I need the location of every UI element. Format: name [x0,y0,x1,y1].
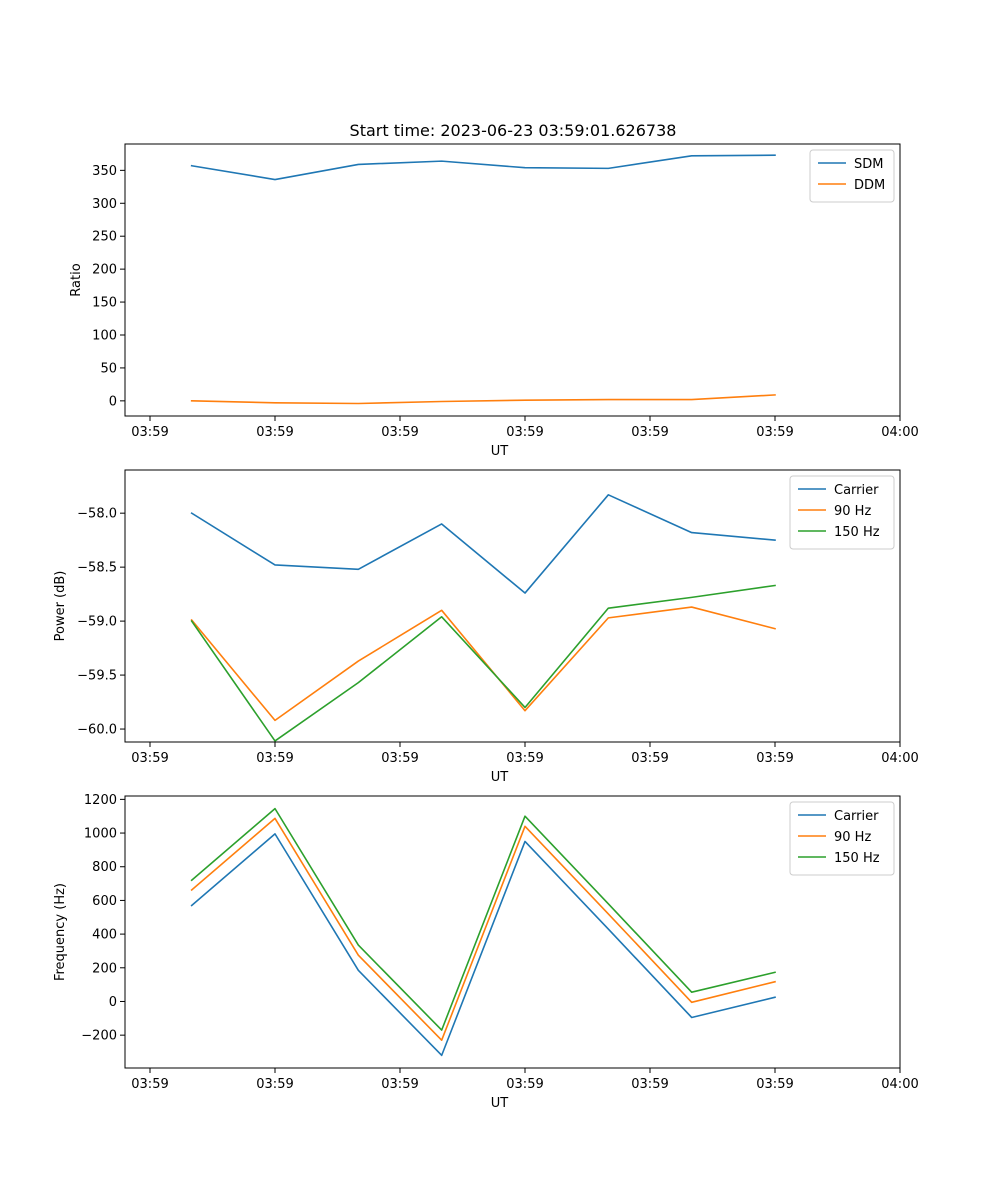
x-tick-label: 04:00 [881,1077,918,1092]
y-axis-label: Power (dB) [53,571,68,642]
series-line-1-2 [190,394,776,405]
y-tick-label: −59.0 [77,615,117,630]
y-tick-label: 50 [100,361,117,376]
legend-label: 90 Hz [834,504,871,519]
axes-frame [124,143,901,417]
y-tick-label: 1200 [84,793,117,808]
x-tick-label: 03:59 [506,751,543,766]
legend-label: 150 Hz [834,851,880,866]
legend-label: DDM [854,178,885,193]
x-tick-label: 03:59 [381,1077,418,1092]
legend-label: 150 Hz [834,525,880,540]
y-tick-label: 0 [109,995,117,1010]
x-tick-label: 03:59 [756,1077,793,1092]
y-tick-label: 250 [92,230,117,245]
x-tick-label: 03:59 [131,1077,168,1092]
x-tick-label: 04:00 [881,425,918,440]
y-tick-label: 150 [92,296,117,311]
y-tick-label: 800 [92,860,117,875]
x-tick-label: 03:59 [256,751,293,766]
x-tick-label: 03:59 [131,751,168,766]
x-tick-label: 03:59 [381,751,418,766]
x-tick-label: 03:59 [756,425,793,440]
subplot-2: 03:59 03:59 03:59 03:59 03:59 03:59 04:00 −60.0… [53,469,919,785]
y-tick-label: 1000 [84,827,117,842]
series-line-3-3 [190,807,776,1031]
y-tick-label: 200 [92,263,117,278]
subplots: 03:59 03:59 03:59 03:59 03:59 03:59 04:00 0 50 10… [53,143,919,1111]
y-axis-label: Frequency (Hz) [53,883,68,981]
legend: SDM DDM [809,149,895,203]
series-line-2-1 [190,494,776,594]
y-axis-label: Ratio [69,263,84,296]
series-line-1-1 [190,154,776,181]
x-tick-label: 03:59 [631,1077,668,1092]
x-tick-label: 03:59 [756,751,793,766]
y-tick-label: −200 [81,1029,117,1044]
y-tick-label: 600 [92,894,117,909]
subplot-1: 03:59 03:59 03:59 03:59 03:59 03:59 04:00 0 50 10… [69,143,919,459]
x-tick-label: 03:59 [631,425,668,440]
x-axis-label: UT [491,770,509,785]
legend: Carrier 90 Hz 150 Hz [789,475,895,550]
y-tick-label: −58.5 [77,561,117,576]
axes-frame [124,795,901,1069]
x-tick-label: 03:59 [256,425,293,440]
x-tick-label: 03:59 [506,425,543,440]
y-tick-label: −60.0 [77,723,117,738]
legend-label: SDM [854,157,883,172]
x-tick-label: 03:59 [381,425,418,440]
series-line-3-2 [190,817,776,1042]
legend-label: Carrier [834,809,879,824]
y-tick-label: 300 [92,197,117,212]
y-tick-label: 350 [92,164,117,179]
x-tick-label: 04:00 [881,751,918,766]
y-tick-label: −59.5 [77,669,117,684]
y-tick-label: 400 [92,928,117,943]
legend: Carrier 90 Hz 150 Hz [789,801,895,876]
y-tick-label: 0 [109,394,117,409]
y-tick-label: 200 [92,961,117,976]
x-axis-label: UT [491,1096,509,1111]
series-line-2-3 [190,584,776,742]
y-tick-label: −58.0 [77,507,117,522]
chart-title: Start time: 2023-06-23 03:59:01.626738 [350,121,677,140]
x-tick-label: 03:59 [506,1077,543,1092]
axes-frame [124,469,901,743]
x-tick-label: 03:59 [256,1077,293,1092]
legend-label: Carrier [834,483,879,498]
legend-label: 90 Hz [834,830,871,845]
series-line-3-1 [190,833,776,1057]
subplot-3: 03:59 03:59 03:59 03:59 03:59 03:59 04:00 −200 0… [53,793,919,1111]
y-tick-label: 100 [92,328,117,343]
x-tick-label: 03:59 [131,425,168,440]
x-axis-label: UT [491,444,509,459]
x-tick-label: 03:59 [631,751,668,766]
series-line-2-2 [190,606,776,722]
